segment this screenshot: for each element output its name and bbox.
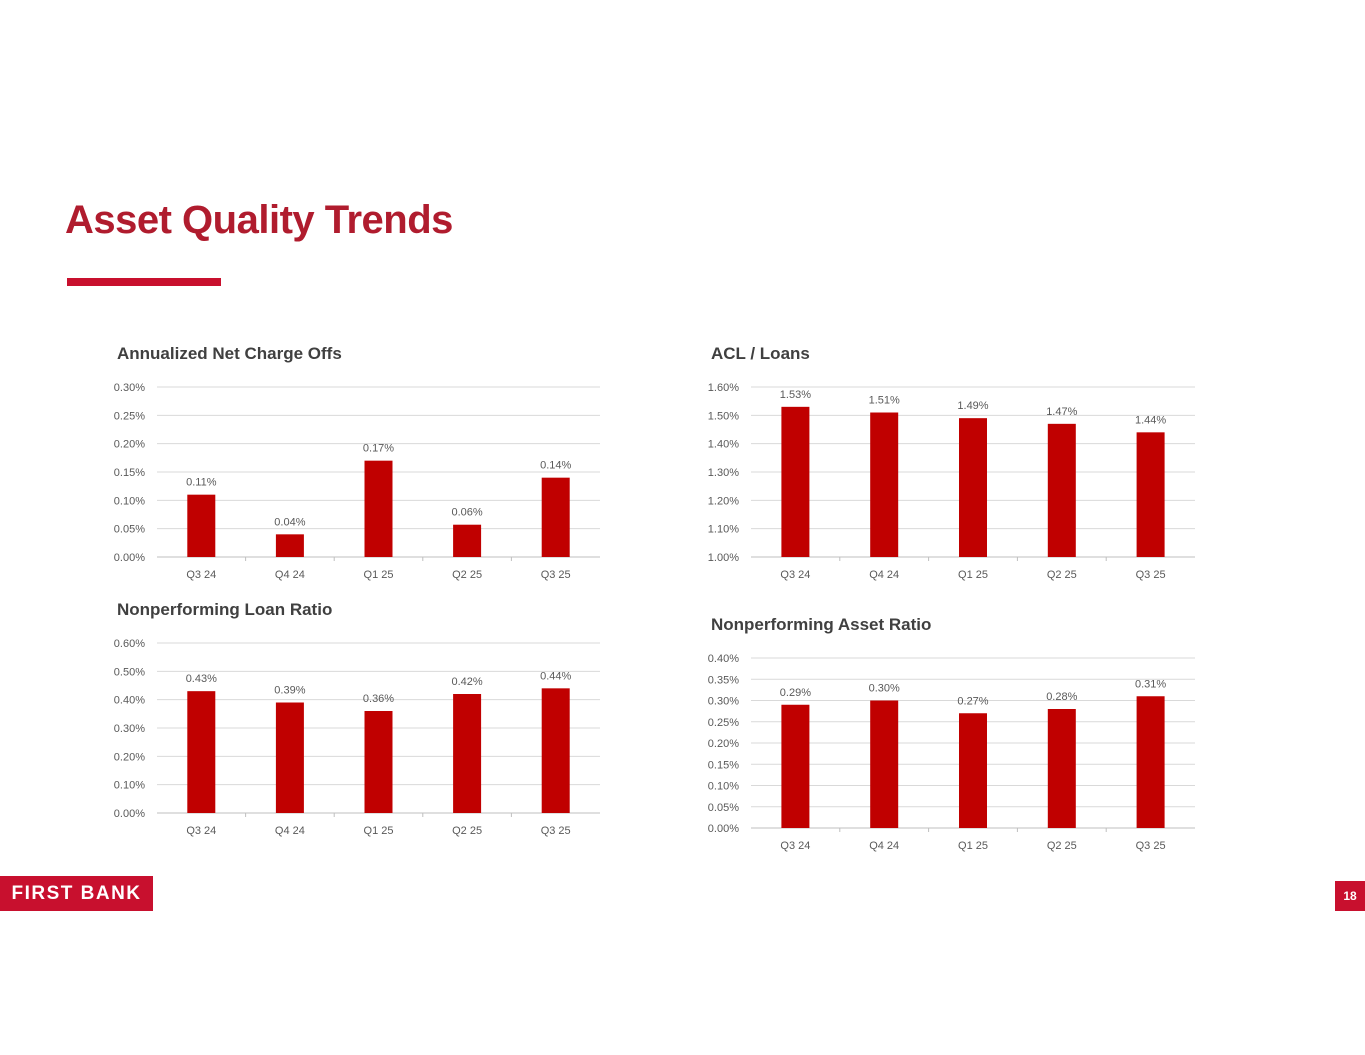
data-label: 1.53% [780, 389, 811, 401]
y-tick-label: 1.00% [708, 552, 739, 564]
x-tick-label: Q3 24 [780, 840, 810, 852]
y-tick-label: 0.15% [114, 467, 145, 479]
y-tick-label: 1.50% [708, 410, 739, 422]
data-label: 0.06% [451, 507, 482, 519]
data-label: 1.51% [869, 395, 900, 407]
bar [275, 534, 304, 557]
title-underline [67, 278, 221, 286]
bar [1047, 709, 1076, 828]
x-tick-label: Q1 25 [958, 840, 988, 852]
y-tick-label: 0.15% [708, 759, 739, 771]
y-tick-label: 1.40% [708, 439, 739, 451]
y-tick-label: 1.10% [708, 524, 739, 536]
x-tick-label: Q3 25 [541, 569, 571, 581]
y-tick-label: 0.05% [114, 524, 145, 536]
bar [959, 418, 987, 557]
y-tick-label: 0.40% [114, 695, 145, 707]
page-number: 18 [1335, 881, 1365, 911]
x-tick-label: Q3 25 [1136, 569, 1166, 581]
x-tick-label: Q1 25 [364, 825, 394, 837]
y-tick-label: 0.50% [114, 666, 145, 678]
y-tick-label: 0.60% [114, 638, 145, 650]
y-tick-label: 0.00% [114, 552, 145, 564]
x-tick-label: Q1 25 [364, 569, 394, 581]
x-tick-label: Q2 25 [452, 569, 482, 581]
bar [453, 524, 482, 557]
page-title: Asset Quality Trends [65, 198, 453, 242]
y-tick-label: 0.05% [708, 802, 739, 814]
y-tick-label: 0.10% [114, 495, 145, 507]
data-label: 0.30% [869, 683, 900, 695]
y-tick-label: 1.30% [708, 467, 739, 479]
data-label: 0.39% [274, 685, 305, 697]
y-tick-label: 0.20% [114, 751, 145, 763]
y-tick-label: 0.25% [114, 410, 145, 422]
data-label: 0.14% [540, 460, 571, 472]
y-tick-label: 0.00% [114, 808, 145, 820]
y-tick-label: 0.40% [708, 653, 739, 665]
x-tick-label: Q3 24 [186, 825, 216, 837]
data-label: 0.04% [274, 516, 305, 528]
bar [959, 713, 987, 828]
data-label: 0.42% [451, 676, 482, 688]
data-label: 0.31% [1135, 678, 1166, 690]
data-label: 0.17% [363, 443, 394, 455]
bar [781, 406, 810, 557]
bar [541, 477, 570, 557]
y-tick-label: 0.30% [114, 723, 145, 735]
y-tick-label: 1.60% [708, 382, 739, 394]
first-bank-logo: FIRST BANK [0, 876, 153, 911]
bar [781, 704, 810, 828]
y-tick-label: 0.30% [114, 382, 145, 394]
x-tick-label: Q4 24 [869, 569, 899, 581]
chart-title-npa-ratio: Nonperforming Asset Ratio [711, 615, 932, 634]
bar [870, 412, 899, 557]
x-tick-label: Q3 24 [780, 569, 810, 581]
x-tick-label: Q2 25 [1047, 840, 1077, 852]
y-tick-label: 0.35% [708, 674, 739, 686]
bar [187, 494, 216, 557]
bar [275, 702, 304, 813]
data-label: 1.47% [1046, 406, 1077, 418]
chart-title-net-charge-offs: Annualized Net Charge Offs [117, 344, 342, 363]
y-tick-label: 0.30% [708, 696, 739, 708]
data-label: 0.43% [186, 673, 217, 685]
chart-title-acl-loans: ACL / Loans [711, 344, 810, 363]
x-tick-label: Q4 24 [275, 569, 305, 581]
data-label: 0.44% [540, 670, 571, 682]
y-tick-label: 0.10% [708, 781, 739, 793]
data-label: 0.36% [363, 693, 394, 705]
chart-title-npl-ratio: Nonperforming Loan Ratio [117, 600, 333, 619]
y-tick-label: 0.10% [114, 780, 145, 792]
data-label: 1.44% [1135, 414, 1166, 426]
x-tick-label: Q4 24 [275, 825, 305, 837]
bar [870, 700, 899, 828]
data-label: 0.28% [1046, 691, 1077, 703]
bar [541, 688, 570, 813]
x-tick-label: Q3 25 [1136, 840, 1166, 852]
data-label: 1.49% [957, 400, 988, 412]
bar [1136, 432, 1165, 557]
bar [453, 694, 482, 813]
x-tick-label: Q2 25 [1047, 569, 1077, 581]
y-tick-label: 0.00% [708, 823, 739, 835]
y-tick-label: 0.20% [708, 738, 739, 750]
x-tick-label: Q2 25 [452, 825, 482, 837]
y-tick-label: 0.25% [708, 717, 739, 729]
bar [364, 711, 393, 813]
bar [364, 460, 393, 557]
x-tick-label: Q3 24 [186, 569, 216, 581]
bar [1047, 423, 1076, 557]
x-tick-label: Q4 24 [869, 840, 899, 852]
x-tick-label: Q1 25 [958, 569, 988, 581]
data-label: 0.29% [780, 687, 811, 699]
bar [187, 691, 216, 813]
y-tick-label: 0.20% [114, 439, 145, 451]
data-label: 0.11% [186, 477, 217, 489]
y-tick-label: 1.20% [708, 495, 739, 507]
x-tick-label: Q3 25 [541, 825, 571, 837]
bar [1136, 696, 1165, 828]
data-label: 0.27% [957, 695, 988, 707]
